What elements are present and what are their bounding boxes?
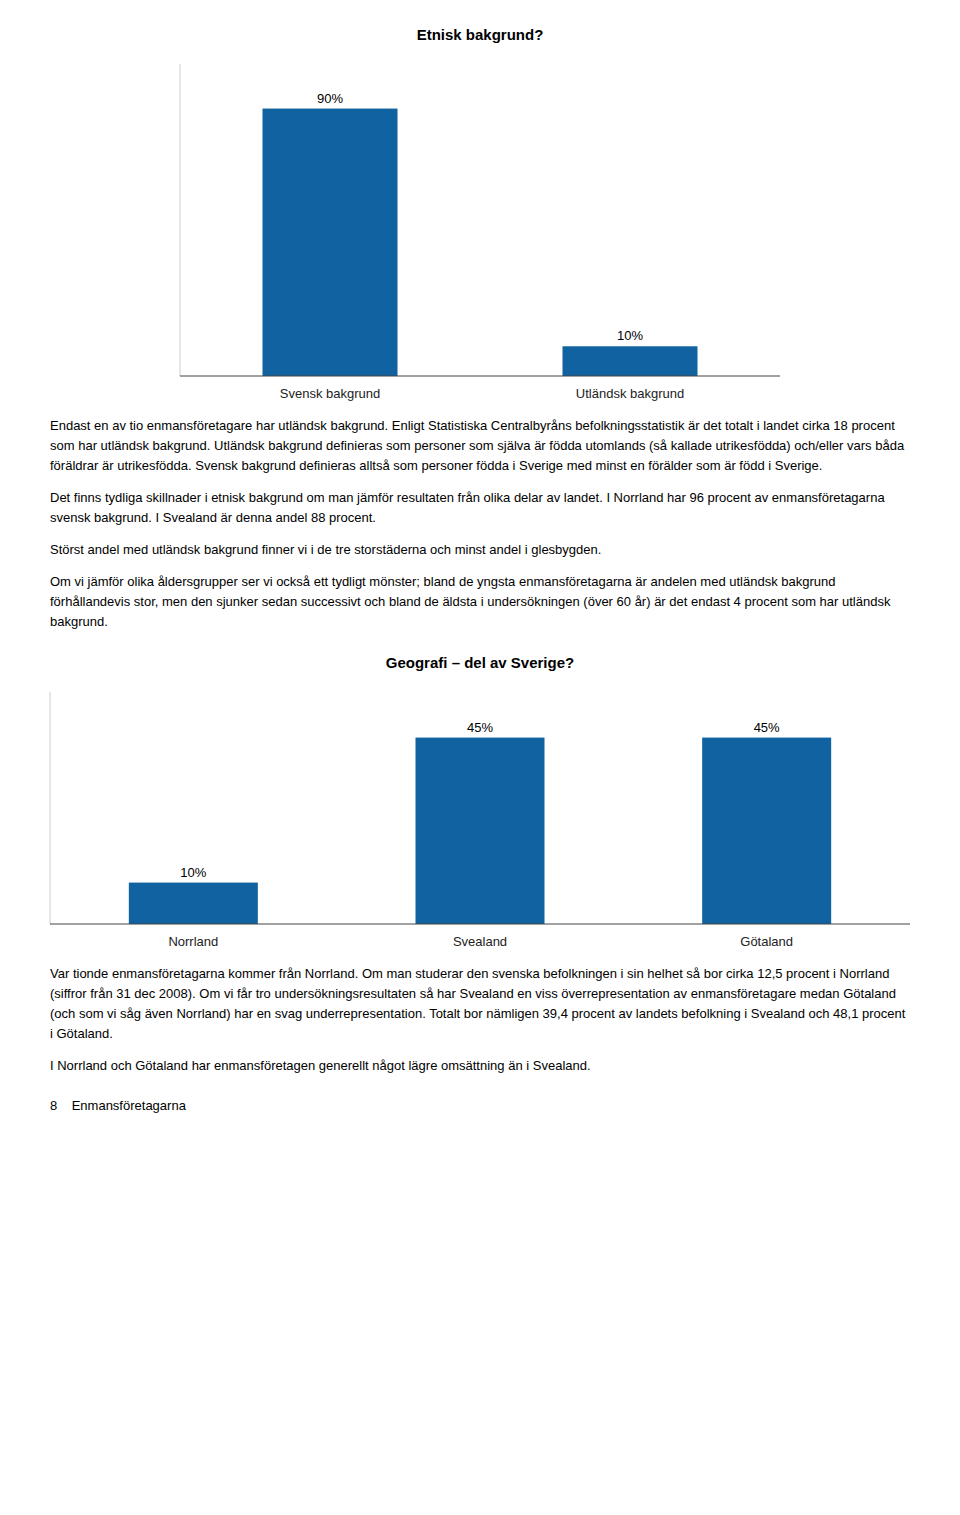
data-label: 90% [317, 91, 343, 106]
y-axis-line [50, 692, 51, 924]
bars [263, 109, 698, 376]
bar [416, 738, 545, 924]
x-tick-label: Svensk bakgrund [280, 386, 380, 401]
x-tick-label: Utländsk bakgrund [576, 386, 684, 401]
bar-chart: Etnisk bakgrund? 90% 10% Svensk bakgrund Utl… [0, 16, 960, 416]
data-label: 10% [617, 328, 643, 343]
bar-chart: Geografi – del av Sverige? 10% 45% 45% Norrl… [0, 644, 960, 964]
paragraph: Endast en av tio enmansföretagare har ut… [50, 416, 910, 476]
bars [129, 738, 831, 924]
footer: 8 Enmansföretagarna [50, 1098, 910, 1113]
page: Etnisk bakgrund? 90% 10% Svensk bakgrund Utl… [0, 0, 960, 1113]
data-label: 10% [180, 865, 206, 880]
x-tick-label: Götaland [740, 934, 793, 949]
x-tick-label: Svealand [453, 934, 507, 949]
bar [563, 346, 698, 376]
data-label: 45% [754, 720, 780, 735]
paragraph: I Norrland och Götaland har enmansföreta… [50, 1056, 910, 1076]
paragraph: Det finns tydliga skillnader i etnisk ba… [50, 488, 910, 528]
paragraph: Var tionde enmansföretagarna kommer från… [50, 964, 910, 1044]
bar [702, 738, 831, 924]
y-axis-line [180, 64, 181, 376]
x-axis-line [50, 924, 910, 925]
paragraph: Störst andel med utländsk bakgrund finne… [50, 540, 910, 560]
bar [129, 883, 258, 924]
data-label: 45% [467, 720, 493, 735]
chart-title: Geografi – del av Sverige? [386, 654, 574, 671]
chart-title: Etnisk bakgrund? [417, 26, 544, 43]
x-tick-label: Norrland [168, 934, 218, 949]
paragraph: Om vi jämför olika åldersgrupper ser vi … [50, 572, 910, 632]
x-axis-line [180, 376, 780, 377]
bar [263, 109, 398, 376]
